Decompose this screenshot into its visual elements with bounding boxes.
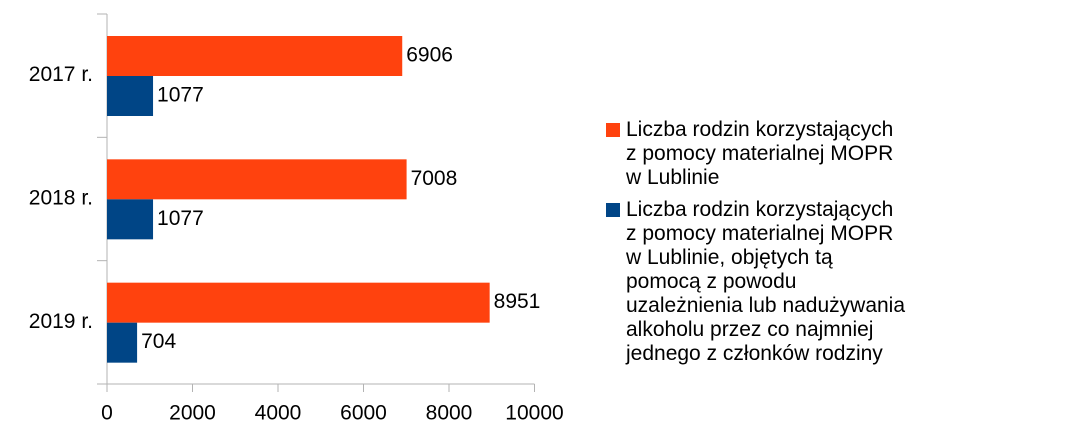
legend-item: Liczba rodzin korzystających z pomocy ma… [606,198,906,366]
x-tick-label: 4000 [255,402,302,425]
x-tick-label: 6000 [340,402,387,425]
bar [107,282,490,323]
legend-label: Liczba rodzin korzystających z pomocy ma… [626,118,894,189]
bar [107,159,407,200]
y-tick-label: 2019 r. [29,310,93,333]
value-label: 7008 [411,167,458,190]
value-label: 1077 [157,207,204,230]
legend-swatch [606,123,620,137]
value-label: 8951 [494,290,541,313]
bar [107,36,403,76]
x-tick-label: 2000 [169,402,216,425]
bar [107,76,154,116]
x-tick-label: 0 [101,402,113,425]
y-tick-label: 2017 r. [29,63,93,86]
bar [107,322,138,363]
value-label: 6906 [406,44,453,67]
x-tick-label: 8000 [426,402,473,425]
y-tick-label: 2018 r. [29,187,93,210]
legend: Liczba rodzin korzystających z pomocy ma… [606,118,906,374]
legend-label: Liczba rodzin korzystających z pomocy ma… [626,198,906,365]
value-label: 704 [141,330,176,353]
bar [107,199,154,240]
legend-item: Liczba rodzin korzystających z pomocy ma… [606,118,906,190]
x-tick-label: 10000 [505,402,563,425]
legend-swatch [606,203,620,217]
value-label: 1077 [157,84,204,107]
